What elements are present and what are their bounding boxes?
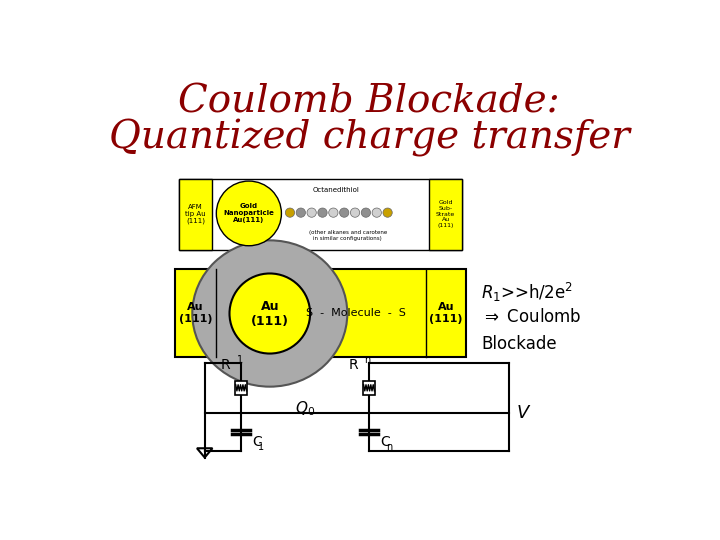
Text: Au
(111): Au (111) (179, 302, 212, 324)
Bar (175, 269, 466, 357)
Circle shape (285, 208, 294, 217)
Text: Coulomb Blockade:: Coulomb Blockade: (178, 83, 560, 120)
Text: R: R (348, 358, 358, 372)
Text: Quantized charge transfer: Quantized charge transfer (109, 119, 629, 157)
Circle shape (296, 208, 305, 217)
Text: C: C (380, 435, 390, 449)
Circle shape (383, 208, 392, 217)
Text: n: n (386, 442, 392, 452)
Bar (179, 179, 212, 249)
Text: 1: 1 (236, 355, 243, 366)
Circle shape (307, 208, 316, 217)
Bar (179, 179, 462, 249)
Bar (363, 381, 375, 395)
Bar (235, 381, 248, 395)
Circle shape (216, 181, 282, 246)
Ellipse shape (230, 273, 310, 354)
Text: Au
(111): Au (111) (429, 302, 462, 324)
Text: C: C (252, 435, 262, 449)
Text: Octanedithiol: Octanedithiol (312, 187, 359, 193)
Circle shape (372, 208, 382, 217)
Text: $Q_0$: $Q_0$ (295, 400, 315, 419)
Text: Gold
Nanoparticle
Au(111): Gold Nanoparticle Au(111) (223, 204, 274, 224)
Text: S  -  Molecule  -  S: S - Molecule - S (305, 308, 405, 318)
Text: 1: 1 (258, 442, 264, 452)
Circle shape (361, 208, 371, 217)
Text: R: R (220, 358, 230, 372)
Text: Gold
Sub-
Strate
Au
(111): Gold Sub- Strate Au (111) (436, 200, 455, 228)
Text: (other alkanes and carotene
in similar configurations): (other alkanes and carotene in similar c… (309, 231, 387, 241)
Text: $\Rightarrow$ Coulomb
Blockade: $\Rightarrow$ Coulomb Blockade (482, 308, 582, 353)
Circle shape (329, 208, 338, 217)
Circle shape (340, 208, 349, 217)
Bar (429, 179, 462, 249)
Text: Au
(111): Au (111) (251, 300, 289, 327)
Text: n: n (364, 355, 371, 366)
Circle shape (351, 208, 360, 217)
Text: AFM
tip Au
(111): AFM tip Au (111) (185, 204, 206, 225)
Text: V: V (516, 404, 528, 422)
Text: $R_1$>>h/2e$^2$: $R_1$>>h/2e$^2$ (482, 280, 573, 303)
Ellipse shape (192, 240, 347, 387)
Circle shape (318, 208, 327, 217)
